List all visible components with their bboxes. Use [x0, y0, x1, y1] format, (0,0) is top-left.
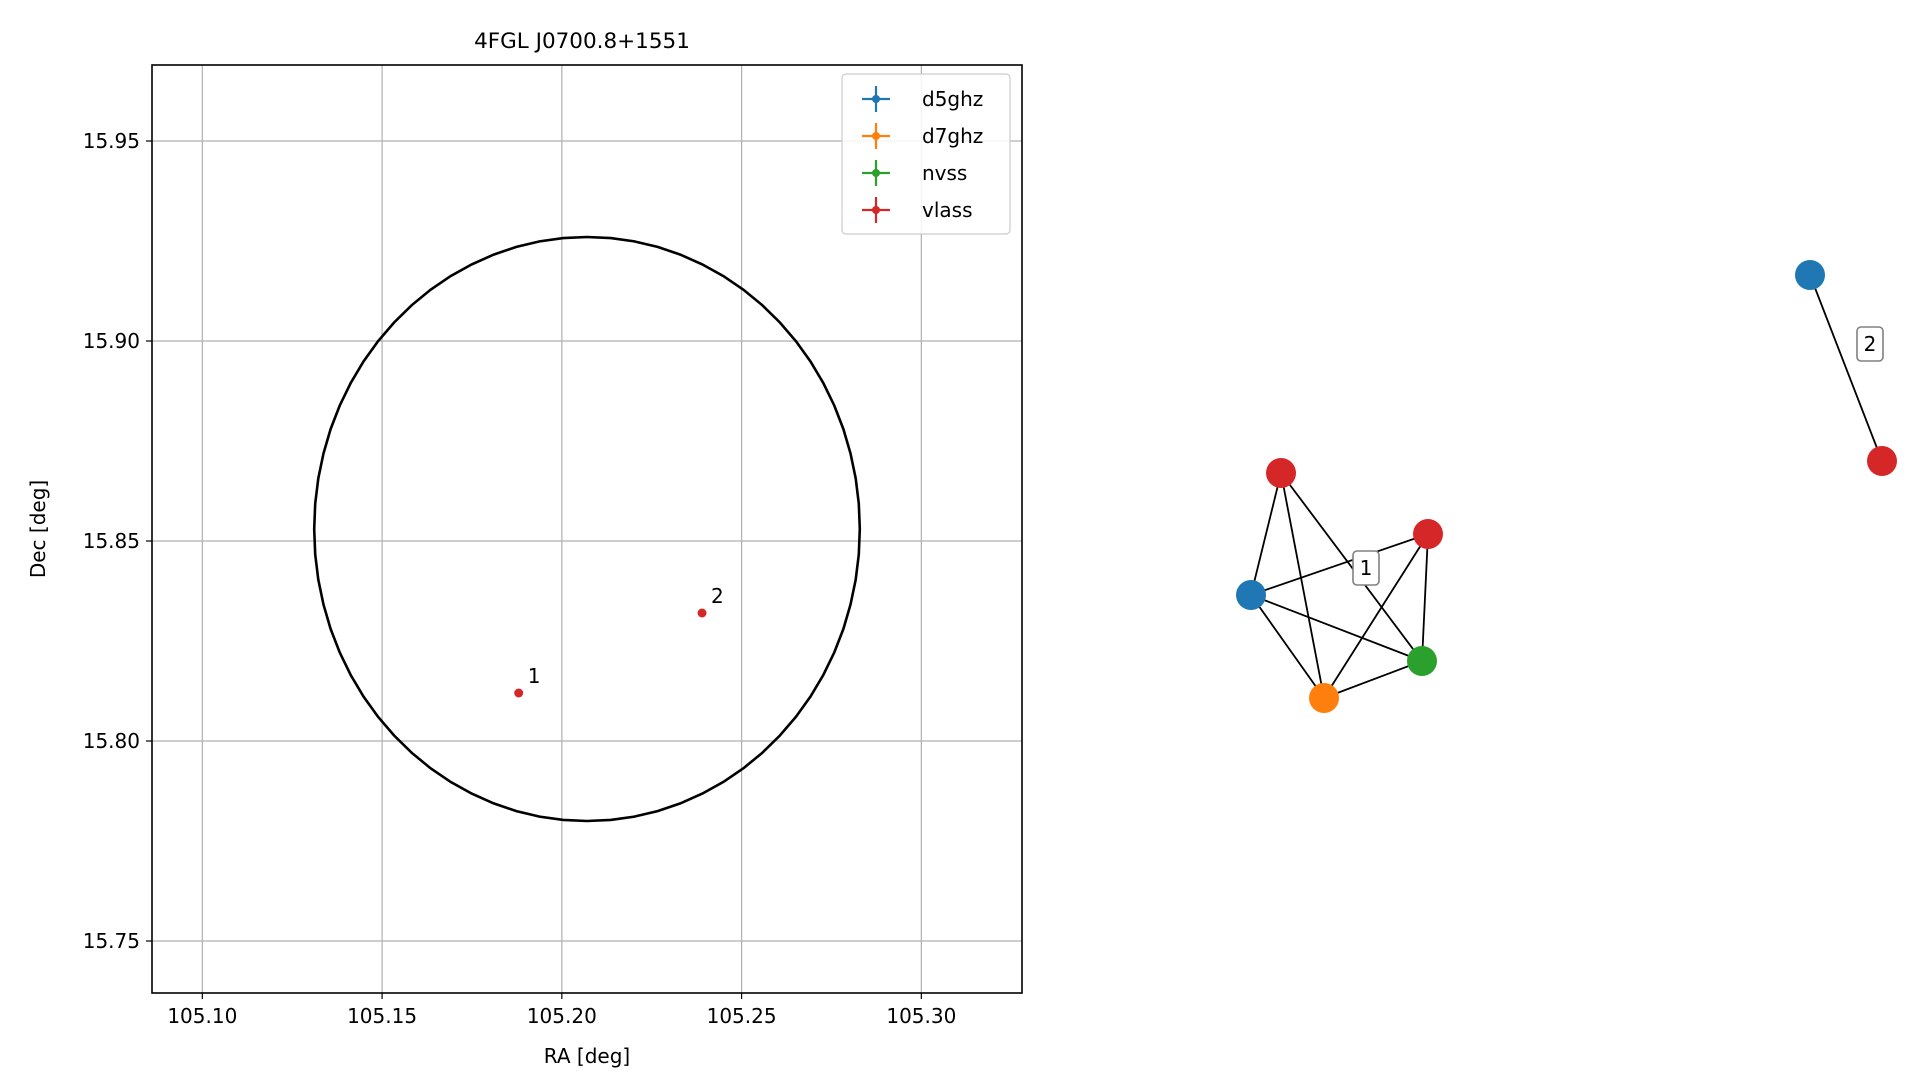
network-node [1407, 646, 1437, 676]
network-edge [1280, 472, 1423, 662]
legend-box [841, 73, 1011, 235]
network-edge [1421, 533, 1429, 662]
y-tick-label: 15.75 [83, 929, 140, 953]
data-point-label: 2 [711, 584, 724, 608]
y-axis-label: Dec [deg] [26, 480, 50, 578]
x-tick-label: 105.25 [707, 1004, 777, 1028]
data-point-label: 1 [528, 664, 541, 688]
legend: d5ghz d7ghz nvss vlass [841, 73, 1011, 235]
plot-frame [151, 64, 1023, 994]
legend-marker-dot [872, 132, 880, 140]
chart-title: 4FGL J0700.8+1551 [474, 29, 690, 54]
network-panel: 12 [1236, 260, 1897, 713]
network-node [1867, 446, 1897, 476]
data-point-vlass [697, 608, 707, 618]
network-node [1309, 683, 1339, 713]
y-tick-label: 15.90 [83, 329, 140, 353]
legend-items: d5ghz d7ghz nvss vlass [862, 86, 983, 223]
legend-label-d5ghz: d5ghz [922, 87, 983, 111]
error-circle-layer [312, 235, 862, 823]
error-circle [312, 235, 862, 823]
x-tick-label: 105.20 [527, 1004, 597, 1028]
scatter-panel: 4FGL J0700.8+1551 12 105.10 105.15 105.20 1… [26, 29, 1023, 1068]
network-edge [1323, 660, 1423, 699]
network-group-label-box [1856, 326, 1884, 362]
x-ticks: 105.10 105.15 105.20 105.25 105.30 [167, 993, 956, 1028]
y-tick-label: 15.95 [83, 129, 140, 153]
network-group-label: 2 [1864, 332, 1877, 356]
y-ticks: 15.75 15.80 15.85 15.90 15.95 [83, 129, 152, 953]
legend-label-nvss: nvss [922, 161, 967, 185]
network-edge [1250, 472, 1282, 596]
network-edge [1250, 594, 1423, 662]
network-node [1413, 519, 1443, 549]
network-edge [1250, 533, 1429, 596]
y-tick-label: 15.85 [83, 529, 140, 553]
network-edges [1250, 274, 1883, 699]
network-edge [1250, 594, 1325, 699]
legend-marker-dot [872, 95, 880, 103]
legend-label-d7ghz: d7ghz [922, 124, 983, 148]
legend-marker-dot [872, 206, 880, 214]
network-labels: 12 [1352, 326, 1884, 586]
network-node [1795, 260, 1825, 290]
network-edge [1809, 274, 1883, 462]
data-point-vlass [514, 688, 524, 698]
x-tick-label: 105.15 [347, 1004, 417, 1028]
network-edge [1323, 533, 1429, 699]
x-tick-label: 105.30 [886, 1004, 956, 1028]
x-axis-label: RA [deg] [544, 1044, 630, 1068]
x-tick-label: 105.10 [167, 1004, 237, 1028]
network-node [1266, 458, 1296, 488]
network-edge [1280, 472, 1325, 699]
network-group-label: 1 [1360, 556, 1373, 580]
y-tick-label: 15.80 [83, 729, 140, 753]
legend-marker-dot [872, 169, 880, 177]
points-layer: 12 [514, 584, 724, 698]
network-node [1236, 580, 1266, 610]
network-group-label-box [1352, 550, 1380, 586]
network-nodes [1236, 260, 1897, 713]
legend-label-vlass: vlass [922, 198, 973, 222]
